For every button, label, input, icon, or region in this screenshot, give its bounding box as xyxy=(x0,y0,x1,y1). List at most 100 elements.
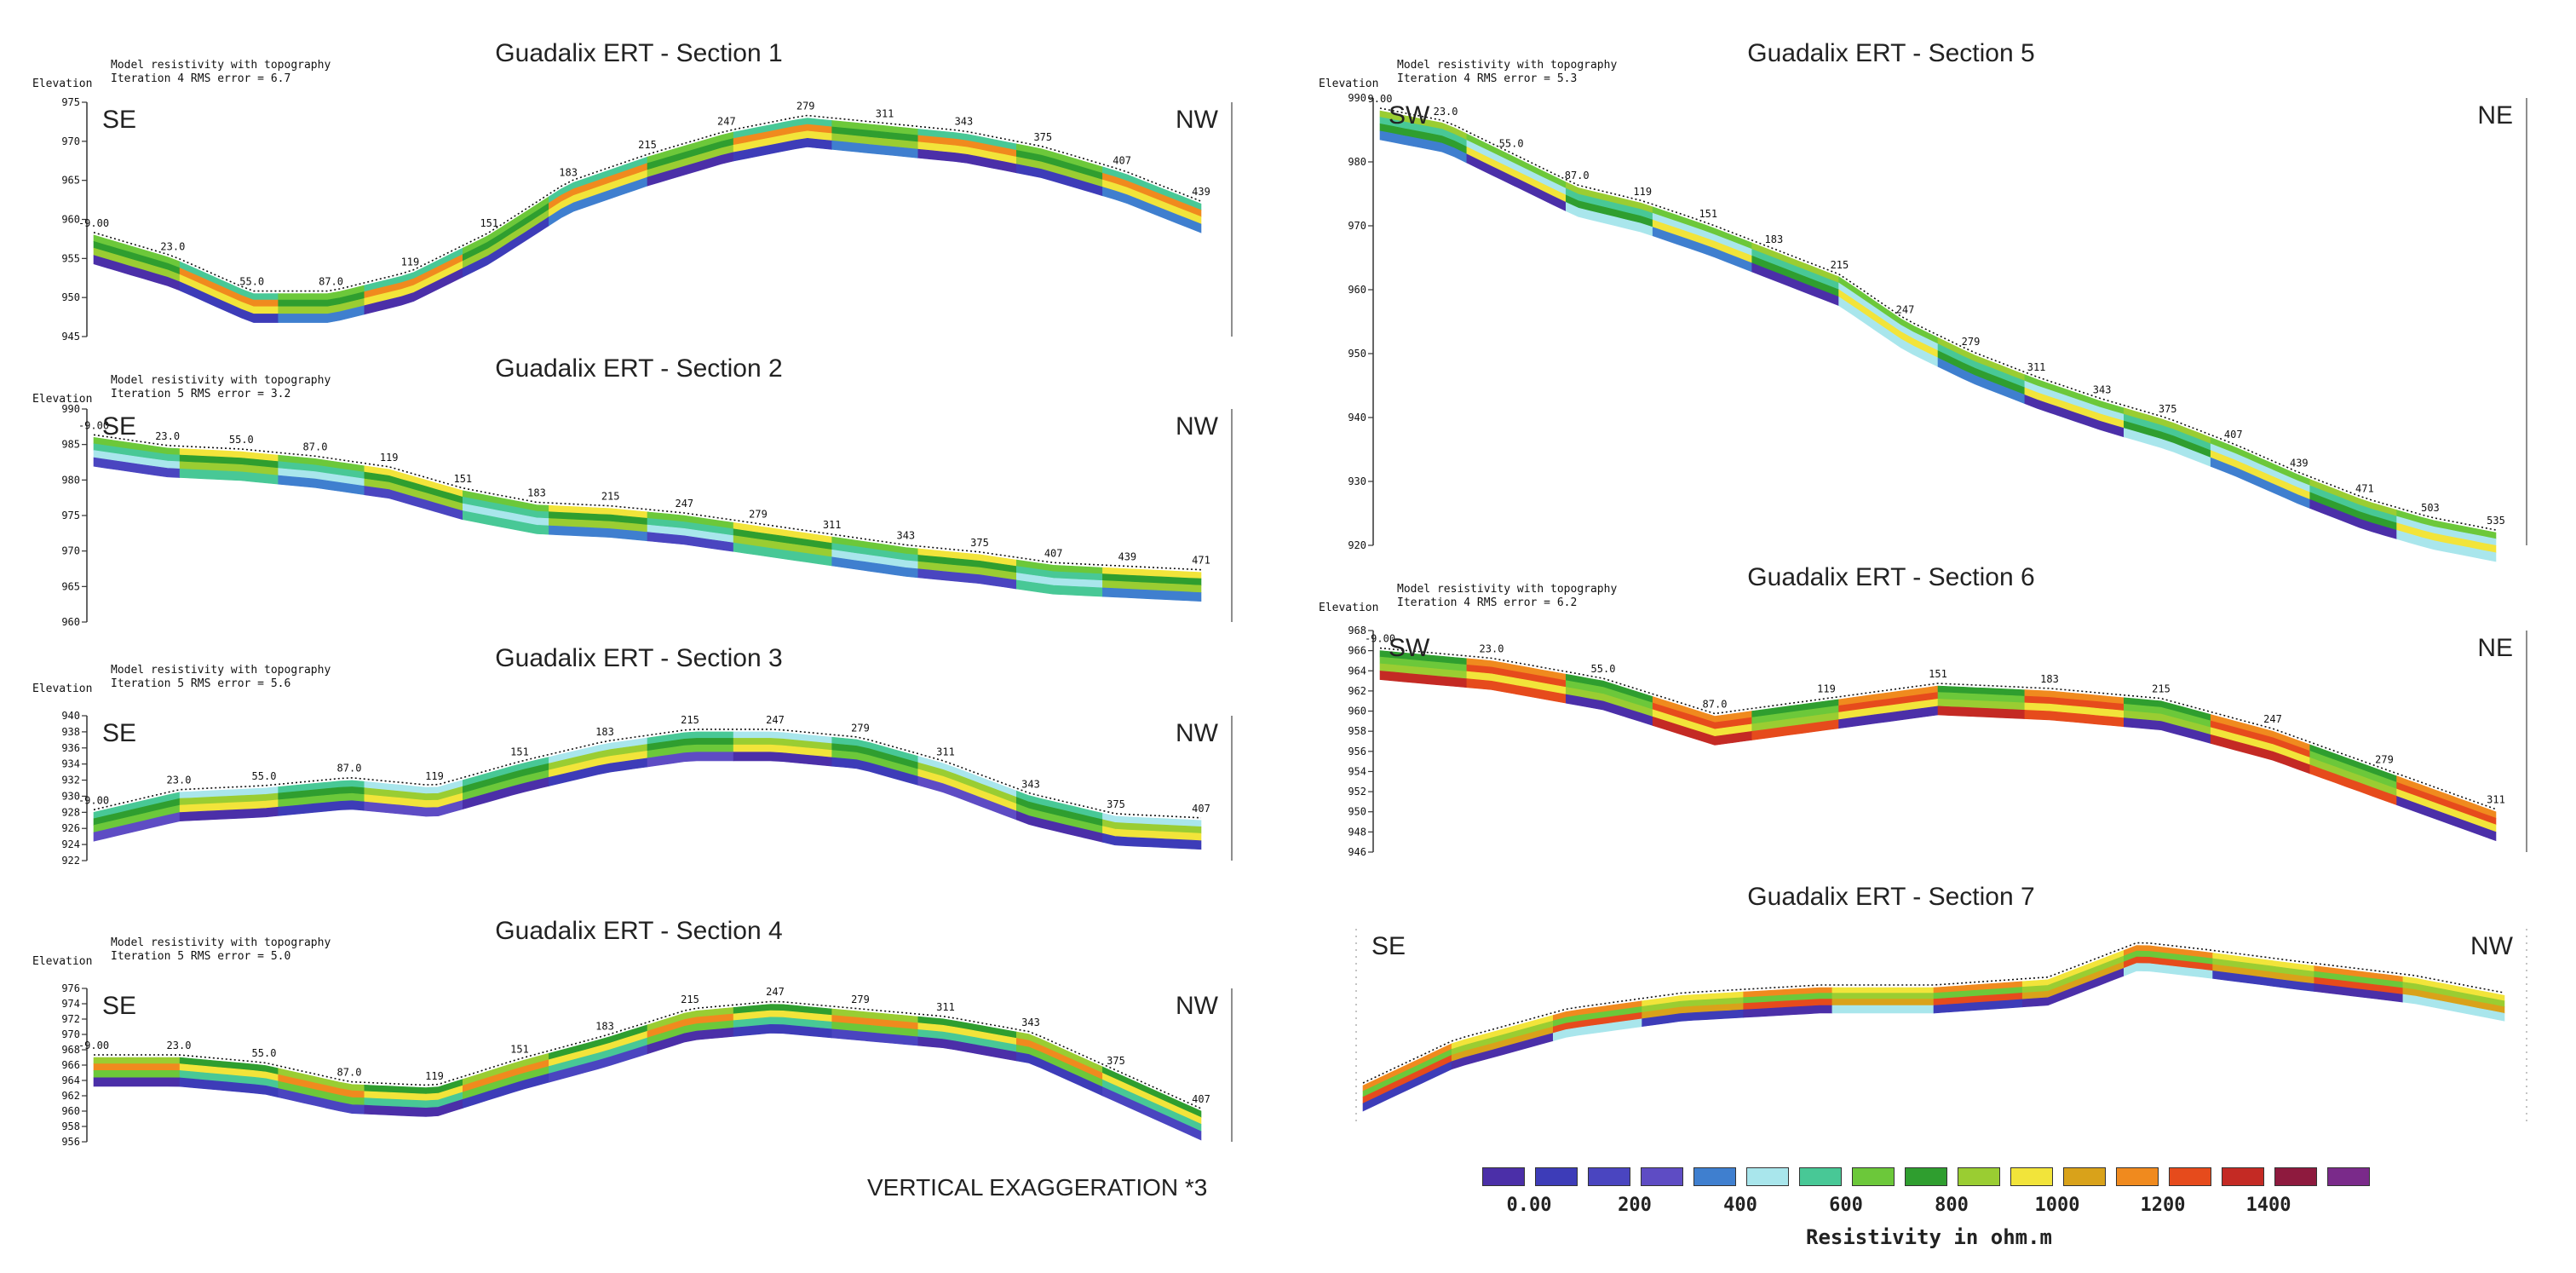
y-tick-label: 964 xyxy=(61,1074,80,1086)
y-tick-label: 940 xyxy=(1348,412,1366,423)
electrode-position-label: 87.0 xyxy=(303,441,328,452)
electrode-position-label: 23.0 xyxy=(155,430,180,442)
y-tick-label: 948 xyxy=(1348,826,1366,838)
model-subtitle-line: Model resistivity with topography xyxy=(1397,583,1617,596)
colorbar-swatch xyxy=(1799,1167,1842,1186)
elevation-label: Elevation xyxy=(1319,78,1378,90)
y-tick-label: 926 xyxy=(61,822,80,834)
section-2: Guadalix ERT - Section 2 Model resistivit… xyxy=(32,354,1233,628)
electrode-position-label: 9.00 xyxy=(1368,93,1393,105)
electrode-position-label: 87.0 xyxy=(1565,170,1590,181)
resistivity-cell xyxy=(2396,529,2497,562)
electrode-position-label: -9.00 xyxy=(78,217,109,229)
direction-left: SW xyxy=(1389,101,1430,130)
direction-left: SE xyxy=(102,992,136,1020)
colorbar-swatch xyxy=(1905,1167,1947,1186)
electrode-position-label: 87.0 xyxy=(337,763,362,775)
electrode-position-label: 375 xyxy=(1033,131,1052,143)
direction-right: NW xyxy=(1176,412,1219,441)
y-tick-label: 985 xyxy=(61,439,80,451)
electrode-position-label: 375 xyxy=(2159,403,2177,415)
electrode-position-label: 119 xyxy=(1633,186,1652,198)
section-4: Guadalix ERT - Section 4 Model resistivit… xyxy=(32,917,1233,1148)
colorbar-swatch xyxy=(1588,1167,1630,1186)
direction-left: SE xyxy=(102,106,136,134)
section-title: Guadalix ERT - Section 4 xyxy=(495,917,782,945)
model-subtitle-line: Iteration 4 RMS error = 6.7 xyxy=(111,72,290,85)
electrode-position-label: 119 xyxy=(425,1070,444,1082)
y-tick-label: 970 xyxy=(61,1028,80,1040)
elevation-label: Elevation xyxy=(1319,602,1378,614)
electrode-position-label: 311 xyxy=(936,1001,955,1013)
electrode-position-label: 535 xyxy=(2487,515,2505,527)
elevation-label: Elevation xyxy=(32,393,92,406)
y-tick-label: 956 xyxy=(1348,746,1366,757)
resistivity-cell xyxy=(93,1070,181,1079)
resistivity-cell xyxy=(1831,993,1935,999)
direction-right: NW xyxy=(2470,932,2514,960)
electrode-position-label: 87.0 xyxy=(319,276,343,288)
y-tick-label: 970 xyxy=(61,545,80,557)
electrode-position-label: 375 xyxy=(970,537,989,549)
section-1: Guadalix ERT - Section 1 Model resistivit… xyxy=(32,39,1233,343)
electrode-position-label: 183 xyxy=(2040,673,2059,685)
colorbar-swatch xyxy=(2010,1167,2053,1186)
section-7: Guadalix ERT - Section 7 SE NW xyxy=(1355,883,2527,1125)
electrode-position-label: -9.00 xyxy=(78,794,109,806)
y-tick-label: 960 xyxy=(61,214,80,226)
resistivity-cell xyxy=(1102,187,1202,233)
electrode-position-label: 23.0 xyxy=(160,240,185,252)
electrode-position-label: 311 xyxy=(2027,361,2046,373)
vertical-exaggeration-note: VERTICAL EXAGGERATION *3 xyxy=(867,1174,1208,1201)
colorbar-tick-label: 600 xyxy=(1829,1195,1863,1216)
electrode-position-label: 279 xyxy=(2375,753,2394,765)
colorbar-tick-label: 0.00 xyxy=(1506,1195,1552,1216)
y-tick-label: 958 xyxy=(61,1120,80,1132)
electrode-position-label: 87.0 xyxy=(337,1067,362,1079)
y-tick-label: 920 xyxy=(1348,539,1366,551)
y-tick-label: 938 xyxy=(61,726,80,738)
y-tick-label: 928 xyxy=(61,806,80,818)
electrode-position-label: 23.0 xyxy=(1480,642,1504,654)
topography-line xyxy=(93,729,1202,819)
model-subtitle-line: Model resistivity with topography xyxy=(111,374,331,387)
model-subtitle-line: Iteration 5 RMS error = 5.0 xyxy=(111,950,290,963)
electrode-position-label: 247 xyxy=(675,498,693,510)
resistivity-colorbar: 0.00 200 400 600 800 1000 1200 1400 Resistivity … xyxy=(1482,1167,2370,1261)
electrode-position-label: 55.0 xyxy=(252,770,277,782)
section-title: Guadalix ERT - Section 7 xyxy=(1747,883,2034,911)
electrode-position-label: 311 xyxy=(823,519,842,531)
y-tick-label: 970 xyxy=(61,135,80,147)
section-title: Guadalix ERT - Section 2 xyxy=(495,354,782,383)
electrode-position-label: 311 xyxy=(936,746,955,758)
electrode-position-label: 215 xyxy=(601,491,620,503)
electrode-position-label: 23.0 xyxy=(167,1040,192,1051)
electrode-position-label: 119 xyxy=(401,256,420,268)
electrode-position-label: 407 xyxy=(1044,547,1063,559)
topography-line xyxy=(1379,107,2497,531)
resistivity-cell xyxy=(2402,994,2505,1022)
electrode-position-label: 247 xyxy=(766,986,785,998)
colorbar-swatch xyxy=(2169,1167,2211,1186)
colorbar-swatch xyxy=(1482,1167,1525,1186)
y-tick-label: 968 xyxy=(1348,625,1366,636)
electrode-position-label: 247 xyxy=(766,714,785,726)
model-subtitle-line: Iteration 4 RMS error = 6.2 xyxy=(1397,596,1577,609)
electrode-position-label: 151 xyxy=(1929,668,1947,680)
direction-left: SE xyxy=(102,719,136,747)
model-subtitle-line: Iteration 5 RMS error = 5.6 xyxy=(111,677,290,690)
electrode-position-label: 247 xyxy=(1896,304,1915,316)
y-tick-label: 924 xyxy=(61,838,80,850)
electrode-position-label: -9.00 xyxy=(78,419,109,431)
electrode-position-label: 343 xyxy=(1021,1017,1040,1028)
electrode-position-label: 439 xyxy=(1118,551,1136,563)
electrode-position-label: 119 xyxy=(380,452,399,464)
colorbar-title: Resistivity in ohm.m xyxy=(1806,1225,2052,1249)
electrode-position-label: 119 xyxy=(425,770,444,782)
resistivity-cell xyxy=(1102,1086,1202,1141)
y-tick-label: 960 xyxy=(61,616,80,628)
resistivity-cell xyxy=(93,1057,181,1064)
electrode-position-label: 151 xyxy=(1699,208,1717,220)
electrode-position-label: 311 xyxy=(876,108,894,120)
